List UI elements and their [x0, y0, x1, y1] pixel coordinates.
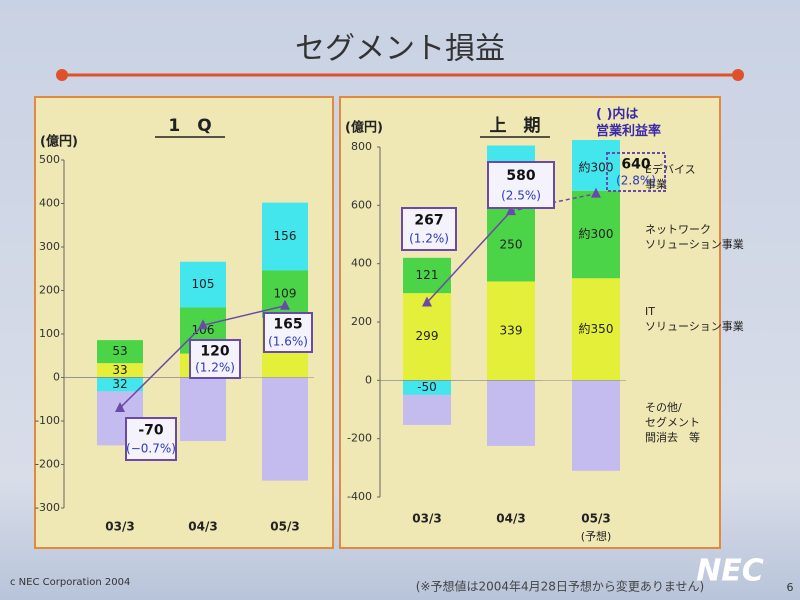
bar-segment	[487, 281, 535, 381]
rule-dot	[56, 69, 68, 81]
profit-marker	[422, 296, 432, 307]
bar-value-label: 156	[274, 229, 297, 243]
x-tick-label: 03/3	[105, 520, 134, 534]
bar-segment	[262, 377, 308, 481]
bar-value-label: 121	[416, 268, 439, 282]
bar-segment	[487, 208, 535, 282]
y-tick-label: -300	[35, 501, 60, 514]
profit-value-label: 120	[200, 343, 229, 359]
profit-line	[426, 210, 512, 303]
bar-segment	[97, 377, 143, 392]
logo: NEC	[696, 554, 764, 589]
profit-rate-label: (2.8%)	[616, 174, 656, 188]
chart-title: 1 Q	[168, 116, 211, 136]
y-tick-label: 400	[351, 257, 372, 270]
x-tick-label: 04/3	[188, 520, 217, 534]
bar-value-label: -50	[417, 380, 437, 394]
profit-box	[189, 339, 241, 379]
x-tick-label: 03/3	[412, 512, 441, 526]
y-tick-label: 100	[39, 327, 60, 340]
bar-value-label: 109	[274, 287, 297, 301]
bar-value-label: 33	[112, 363, 127, 377]
bar-segment	[403, 293, 451, 381]
bar-segment	[403, 257, 451, 294]
y-tick-label: 0	[53, 371, 60, 384]
bar-segment	[97, 363, 143, 378]
segment-name: Eデバイス事業	[645, 162, 696, 191]
bar-segment	[403, 394, 451, 425]
bar-value-label: 106	[192, 323, 215, 337]
profit-value-label: -70	[138, 423, 164, 439]
slide-title: セグメント損益	[295, 32, 505, 67]
segment-name: その他/セグメント間消去 等	[645, 401, 700, 444]
y-tick-label: -200	[347, 432, 372, 445]
bar-segment	[180, 261, 226, 308]
y-tick-label: 500	[39, 153, 60, 166]
copyright: c NEC Corporation 2004	[10, 577, 130, 588]
y-tick-label: -100	[35, 414, 60, 427]
profit-value-label: 580	[506, 168, 535, 184]
profit-value-label: 267	[414, 213, 443, 229]
profit-box	[606, 152, 666, 192]
profit-rate-label: (1.6%)	[268, 334, 308, 348]
bar-value-label: 約300	[579, 159, 614, 174]
bar-value-label: 約300	[579, 226, 614, 241]
profit-box	[263, 312, 313, 353]
profit-rate-label: (1.2%)	[195, 361, 235, 375]
bar-segment	[572, 278, 620, 381]
profit-marker	[198, 319, 208, 330]
bar-segment	[97, 340, 143, 364]
bar-segment	[403, 380, 451, 395]
bar-segment	[572, 380, 620, 471]
profit-marker	[115, 401, 125, 412]
bar-segment	[180, 377, 226, 442]
profit-marker	[506, 205, 516, 216]
y-tick-label: 200	[351, 315, 372, 328]
x-tick-label: 05/3	[270, 520, 299, 534]
y-tick-label: 300	[39, 240, 60, 253]
y-tick-label: 600	[351, 198, 372, 211]
profit-rate-label: (1.2%)	[409, 232, 449, 246]
segment-name: ネットワークソリューション事業	[645, 223, 744, 251]
profit-marker	[591, 187, 601, 198]
y-tick-label: 0	[365, 373, 372, 386]
page-number: 6	[787, 581, 794, 594]
x-tick-label: 05/3	[581, 512, 610, 526]
profit-value-label: 640	[621, 156, 650, 172]
y-tick-label: 400	[39, 197, 60, 210]
note: ( )内は営業利益率	[596, 106, 661, 139]
segment-name: IT ソリューション事業	[645, 305, 744, 333]
footnote: (※予想値は2004年4月28日予想から変更ありません)	[416, 579, 705, 594]
y-tick-label: -400	[347, 490, 372, 503]
y-axis-label: (億円)	[40, 134, 78, 150]
y-tick-label: -200	[35, 458, 60, 471]
y-tick-label: 800	[351, 140, 372, 153]
bar-value-label: 約350	[579, 321, 614, 336]
profit-box	[125, 417, 177, 461]
bars	[403, 140, 620, 471]
profit-rate-label: (−0.7%)	[126, 442, 176, 456]
bar-segment	[262, 202, 308, 271]
bar-value-label: 250	[500, 238, 523, 252]
profit-box	[487, 161, 555, 209]
profit-marker	[280, 299, 290, 310]
profit-rate-label: (2.5%)	[501, 189, 541, 203]
y-axis-label: (億円)	[345, 120, 383, 136]
bar-segment	[572, 190, 620, 279]
profit-box	[401, 207, 457, 251]
bar-value-label: 339	[500, 323, 523, 337]
x-tick-note: (予想)	[581, 529, 612, 543]
rule-dot	[732, 69, 744, 81]
bar-value-label: 299	[416, 329, 439, 343]
bar-value-label: 53	[112, 344, 127, 358]
y-tick-label: 200	[39, 284, 60, 297]
bar-segment	[487, 380, 535, 446]
profit-value-label: 165	[273, 317, 302, 333]
chart-title: 上 期	[490, 116, 541, 136]
x-tick-label: 04/3	[496, 512, 525, 526]
bar-value-label: 105	[192, 277, 215, 291]
bar-segment	[572, 140, 620, 191]
bar-value-label: 32	[112, 377, 127, 391]
